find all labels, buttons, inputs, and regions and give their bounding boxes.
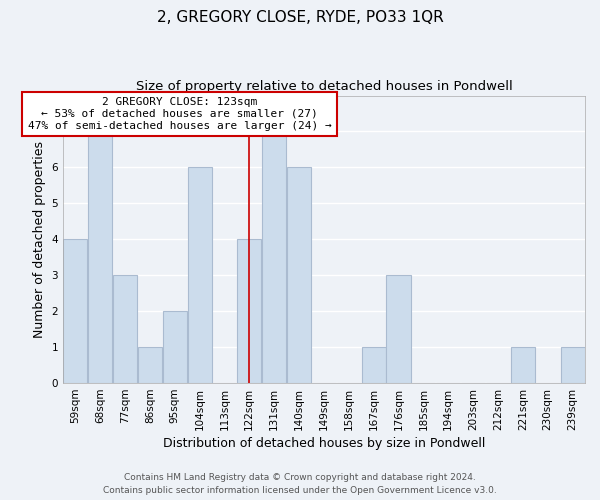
Bar — [113, 276, 137, 383]
Bar — [188, 168, 212, 383]
Bar — [88, 132, 112, 383]
Y-axis label: Number of detached properties: Number of detached properties — [33, 141, 46, 338]
Bar — [362, 347, 386, 383]
Title: Size of property relative to detached houses in Pondwell: Size of property relative to detached ho… — [136, 80, 512, 93]
Bar — [63, 240, 87, 383]
Bar — [287, 168, 311, 383]
Text: 2 GREGORY CLOSE: 123sqm
← 53% of detached houses are smaller (27)
47% of semi-de: 2 GREGORY CLOSE: 123sqm ← 53% of detache… — [28, 98, 332, 130]
Bar — [560, 347, 584, 383]
Bar — [386, 276, 410, 383]
Bar — [163, 311, 187, 383]
Bar — [138, 347, 162, 383]
Bar — [511, 347, 535, 383]
Text: Contains HM Land Registry data © Crown copyright and database right 2024.
Contai: Contains HM Land Registry data © Crown c… — [103, 474, 497, 495]
Bar — [237, 240, 262, 383]
X-axis label: Distribution of detached houses by size in Pondwell: Distribution of detached houses by size … — [163, 437, 485, 450]
Text: 2, GREGORY CLOSE, RYDE, PO33 1QR: 2, GREGORY CLOSE, RYDE, PO33 1QR — [157, 10, 443, 25]
Bar — [262, 132, 286, 383]
